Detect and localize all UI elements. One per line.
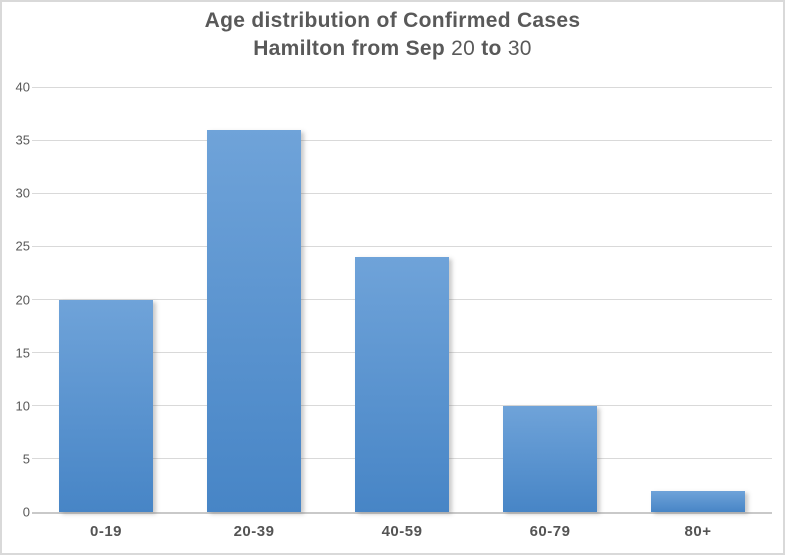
- bar-20-39: [207, 129, 301, 512]
- gridline-35: [32, 139, 772, 141]
- bar-40-59: [355, 257, 449, 512]
- gridline-30: [32, 192, 772, 194]
- y-tick-label-0: 0: [22, 504, 30, 520]
- y-tick-label-30: 30: [15, 185, 30, 201]
- x-category-label-80+: 80+: [684, 523, 712, 540]
- y-tick-label-15: 15: [15, 345, 30, 361]
- bar-80+: [651, 490, 745, 512]
- x-axis-line: [32, 512, 772, 514]
- y-tick-label-40: 40: [15, 79, 30, 95]
- bar-0-19: [59, 299, 153, 512]
- y-tick-label-35: 35: [15, 132, 30, 148]
- y-tick-label-20: 20: [15, 292, 30, 307]
- y-tick-label-25: 25: [15, 238, 30, 254]
- x-category-label-60-79: 60-79: [529, 523, 571, 540]
- x-category-label-0-19: 0-19: [89, 523, 123, 540]
- x-category-label-40-59: 40-59: [381, 523, 423, 540]
- chart-title: Age distribution of Confirmed Cases Hami…: [2, 7, 783, 63]
- y-tick-label-10: 10: [15, 398, 30, 414]
- bar-60-79: [503, 405, 597, 512]
- gridline-25: [32, 245, 772, 247]
- x-category-label-20-39: 20-39: [233, 523, 275, 540]
- gridline-40: [32, 86, 772, 88]
- chart-title-line-1: Age distribution of Confirmed Cases: [204, 9, 581, 32]
- y-tick-label-5: 5: [22, 451, 30, 467]
- chart-title-line-2: Hamilton from Sep 20 to 30: [253, 37, 532, 60]
